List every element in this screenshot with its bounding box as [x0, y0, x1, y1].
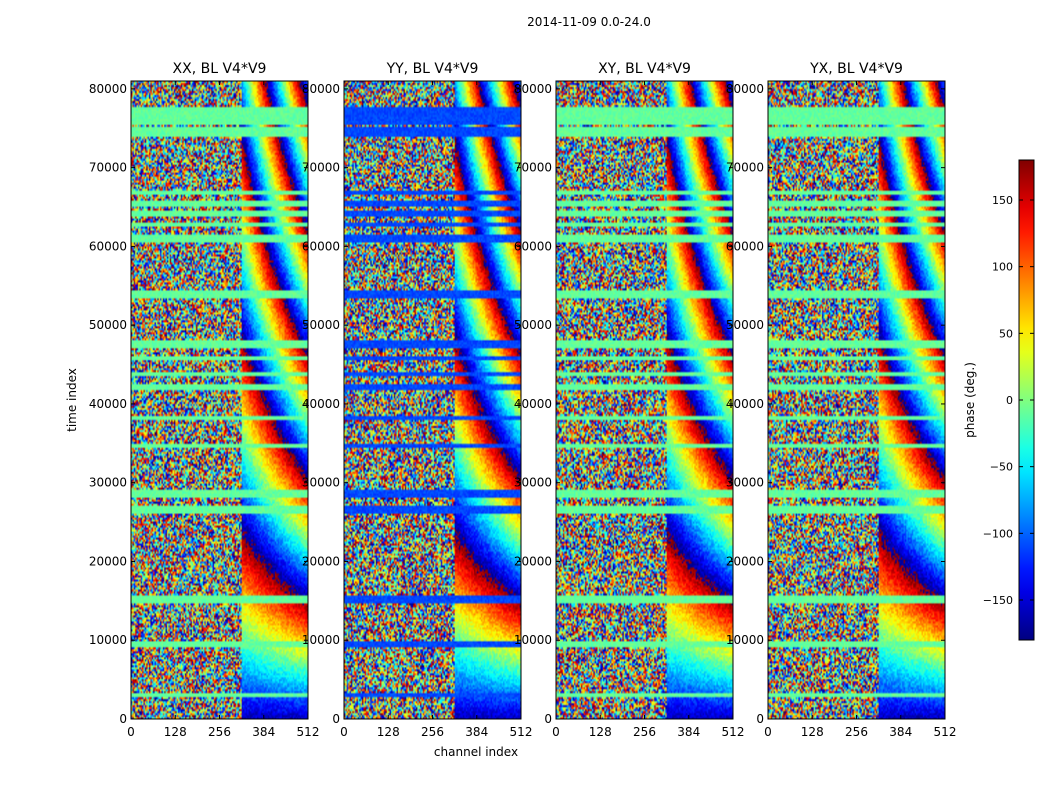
y-tick-label: 50000 — [514, 318, 552, 332]
x-tick-label: 128 — [801, 725, 824, 739]
y-tick-label: 30000 — [89, 476, 127, 490]
y-tick-label: 10000 — [726, 633, 764, 647]
x-tick-label: 0 — [764, 725, 772, 739]
y-axis-label: time index — [65, 368, 79, 432]
x-tick-label: 384 — [677, 725, 700, 739]
x-tick-label: 256 — [633, 725, 656, 739]
colorbar-tick-label: −150 — [983, 594, 1013, 607]
y-tick-label: 40000 — [726, 397, 764, 411]
y-tick-label: 50000 — [89, 318, 127, 332]
panel-2: YY, BL V4*V9 0 128 256 384 512 0 10000 20000 3000… — [302, 61, 533, 739]
panel-title: YY, BL V4*V9 — [386, 61, 479, 77]
x-tick-label: 384 — [465, 725, 488, 739]
x-tick-label: 512 — [297, 725, 320, 739]
panel-4: YX, BL V4*V9 0 128 256 384 512 0 10000 20000 3000… — [726, 61, 957, 739]
panel-title: XX, BL V4*V9 — [173, 61, 267, 77]
colorbar-tick-label: −50 — [990, 461, 1013, 474]
x-tick-label: 512 — [934, 725, 957, 739]
x-tick-label: 0 — [340, 725, 348, 739]
x-tick-label: 512 — [722, 725, 745, 739]
x-tick-label: 256 — [845, 725, 868, 739]
y-tick-label: 20000 — [514, 554, 552, 568]
y-tick-label: 40000 — [514, 397, 552, 411]
x-axis-label: channel index — [434, 745, 518, 759]
y-tick-label: 0 — [332, 712, 340, 726]
y-tick-label: 10000 — [89, 633, 127, 647]
y-tick-label: 80000 — [89, 82, 127, 96]
y-tick-label: 30000 — [302, 476, 340, 490]
y-tick-label: 70000 — [89, 161, 127, 175]
x-tick-label: 128 — [589, 725, 612, 739]
y-tick-label: 80000 — [726, 82, 764, 96]
colorbar-tick-label: 50 — [999, 327, 1013, 340]
y-tick-label: 60000 — [726, 239, 764, 253]
x-tick-label: 384 — [889, 725, 912, 739]
colorbar-tick-label: 0 — [1006, 394, 1013, 407]
y-tick-label: 70000 — [514, 161, 552, 175]
y-tick-label: 60000 — [302, 239, 340, 253]
y-tick-label: 70000 — [726, 161, 764, 175]
x-tick-label: 512 — [510, 725, 533, 739]
y-tick-label: 70000 — [302, 161, 340, 175]
y-tick-label: 20000 — [302, 554, 340, 568]
y-tick-label: 60000 — [514, 239, 552, 253]
colorbar-tick-label: −100 — [983, 527, 1013, 540]
y-tick-label: 10000 — [514, 633, 552, 647]
y-tick-label: 30000 — [726, 476, 764, 490]
heatmap-image — [344, 81, 521, 719]
y-tick-label: 40000 — [302, 397, 340, 411]
x-tick-label: 0 — [552, 725, 560, 739]
y-tick-label: 80000 — [514, 82, 552, 96]
y-tick-label: 80000 — [302, 82, 340, 96]
x-tick-label: 128 — [164, 725, 187, 739]
panel-title: XY, BL V4*V9 — [598, 61, 691, 77]
y-tick-label: 0 — [119, 712, 127, 726]
y-tick-label: 40000 — [89, 397, 127, 411]
panel-3: XY, BL V4*V9 0 128 256 384 512 0 10000 20000 3000… — [514, 61, 745, 739]
y-tick-label: 0 — [544, 712, 552, 726]
y-tick-label: 50000 — [726, 318, 764, 332]
heatmap-image — [556, 81, 733, 719]
x-tick-label: 256 — [208, 725, 231, 739]
heatmap-image — [131, 81, 308, 719]
panel-title: YX, BL V4*V9 — [809, 61, 903, 77]
y-tick-label: 20000 — [726, 554, 764, 568]
x-tick-label: 256 — [421, 725, 444, 739]
y-tick-label: 30000 — [514, 476, 552, 490]
panel-1: XX, BL V4*V9 0 128 256 384 512 0 10000 20000 3000… — [89, 61, 320, 739]
y-tick-label: 20000 — [89, 554, 127, 568]
y-tick-label: 0 — [756, 712, 764, 726]
colorbar: −150 −100 −50 0 50 100 150 — [983, 159, 1035, 641]
colorbar-label: phase (deg.) — [963, 362, 977, 438]
colorbar-tick-label: 100 — [992, 261, 1013, 274]
y-tick-label: 10000 — [302, 633, 340, 647]
x-tick-label: 384 — [252, 725, 275, 739]
heatmap-panels: XX, BL V4*V9 0 128 256 384 512 0 10000 20000 3000… — [89, 61, 957, 739]
x-tick-label: 128 — [377, 725, 400, 739]
figure-title: 2014-11-09 0.0-24.0 — [527, 15, 651, 29]
y-tick-label: 50000 — [302, 318, 340, 332]
y-tick-label: 60000 — [89, 239, 127, 253]
x-tick-label: 0 — [127, 725, 135, 739]
colorbar-tick-label: 150 — [992, 194, 1013, 207]
heatmap-image — [768, 81, 945, 719]
